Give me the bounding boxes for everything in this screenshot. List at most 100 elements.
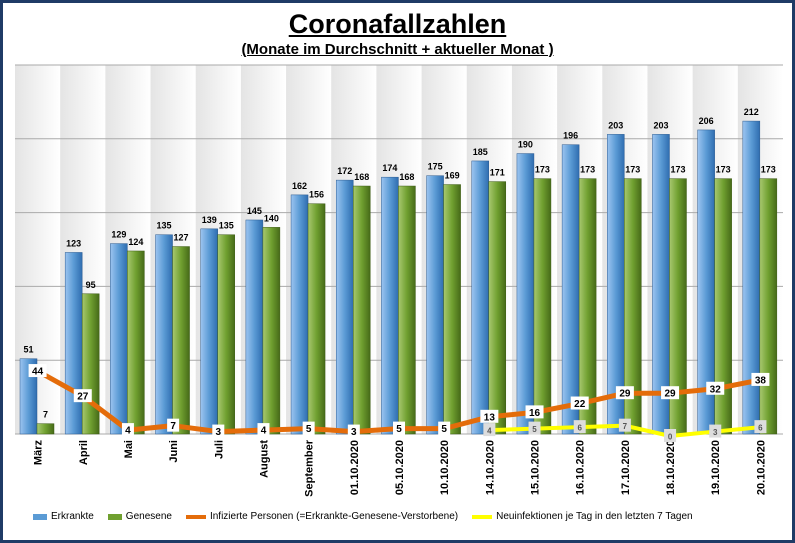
x-tick-label: März <box>33 440 45 466</box>
data-label: 135 <box>157 221 172 231</box>
bar-erkrankte <box>426 175 444 435</box>
bar-erkrankte <box>335 179 354 435</box>
bar-genesene <box>488 181 507 435</box>
data-label: 127 <box>174 233 189 243</box>
data-label-box <box>73 389 92 403</box>
data-label-box <box>528 421 541 435</box>
data-label-box <box>709 424 722 438</box>
data-label: 16 <box>529 408 541 419</box>
bar-genesene <box>352 185 371 435</box>
x-tick-label: Juli <box>213 440 225 459</box>
data-label: 169 <box>445 171 460 181</box>
data-label: 162 <box>292 181 307 191</box>
data-label: 29 <box>664 389 676 400</box>
data-label: 174 <box>382 163 397 173</box>
data-label: 7 <box>623 422 628 431</box>
x-tick-label: 19.10.2020 <box>710 440 722 495</box>
data-label-box <box>615 386 634 400</box>
data-label-box <box>302 421 315 435</box>
data-label: 29 <box>619 389 631 400</box>
x-tick-label: Mai <box>123 440 135 458</box>
data-label: 5 <box>441 424 447 435</box>
x-tick-label: 17.10.2020 <box>620 440 632 495</box>
chart-title: Coronafallzahlen <box>288 9 507 39</box>
legend-label: Neuinfektionen je Tag in den letzten 7 T… <box>496 511 693 522</box>
bar-erkrankte <box>155 234 173 435</box>
x-tick-label: August <box>258 440 270 478</box>
legend-label: Genesene <box>125 511 172 522</box>
data-label: 145 <box>247 206 262 216</box>
data-label: 135 <box>219 221 234 231</box>
data-label: 172 <box>337 166 352 176</box>
data-label: 139 <box>202 215 217 225</box>
bar-genesene <box>624 178 642 435</box>
data-label-box <box>167 418 180 432</box>
data-label: 0 <box>668 433 673 442</box>
data-label: 173 <box>535 165 550 175</box>
legend-label: Infizierte Personen (=Erkrankte-Genesene… <box>209 511 459 522</box>
data-label-box <box>664 429 677 442</box>
bar-genesene <box>262 227 281 435</box>
bar-genesene <box>443 184 461 435</box>
bar-erkrankte <box>200 228 218 435</box>
data-label-box <box>570 396 589 410</box>
data-label: 173 <box>670 165 685 175</box>
data-label: 32 <box>710 384 722 395</box>
x-tick-label: 16.10.2020 <box>575 440 587 495</box>
bar-erkrankte <box>110 243 128 435</box>
bar-genesene <box>714 178 732 435</box>
legend-swatch <box>33 513 47 520</box>
bar-genesene <box>398 185 416 435</box>
bar-genesene <box>217 234 235 435</box>
data-label: 7 <box>43 410 48 420</box>
data-label: 185 <box>473 147 488 157</box>
data-label: 123 <box>66 238 81 248</box>
legend-item-erkrankte: Erkrankte <box>33 511 94 522</box>
bar-genesene <box>307 203 326 435</box>
plot-area: 517März12395April129124Mai135127Juni1391… <box>15 64 783 497</box>
data-label-box <box>483 423 496 437</box>
data-label: 4 <box>125 426 131 437</box>
data-label-box <box>347 424 360 438</box>
bar-genesene <box>127 250 145 435</box>
data-label: 6 <box>577 424 582 433</box>
data-label: 171 <box>490 168 505 178</box>
data-label-box <box>28 364 47 378</box>
bar-genesene <box>759 178 778 435</box>
data-label: 38 <box>755 375 767 386</box>
bar-erkrankte <box>561 144 580 435</box>
data-label: 44 <box>32 367 44 378</box>
bar-erkrankte <box>471 160 490 435</box>
data-label: 5 <box>532 425 537 434</box>
x-tick-label: 10.10.2020 <box>439 440 451 495</box>
data-label-box <box>480 409 499 423</box>
x-tick-label: 15.10.2020 <box>530 440 542 495</box>
legend-swatch <box>185 514 206 519</box>
data-label: 13 <box>484 412 496 423</box>
data-label: 173 <box>625 165 640 175</box>
data-label-box <box>525 405 544 419</box>
data-label: 124 <box>128 237 143 247</box>
bar-erkrankte <box>742 120 761 435</box>
bar-erkrankte <box>64 252 83 435</box>
bar-genesene <box>36 423 55 435</box>
data-label-box <box>212 424 225 438</box>
data-label: 5 <box>396 424 402 435</box>
data-label: 156 <box>309 190 324 200</box>
bar-genesene <box>578 178 597 435</box>
legend-label: Erkrankte <box>51 511 94 522</box>
x-tick-label: 14.10.2020 <box>484 440 496 495</box>
data-label: 168 <box>354 172 369 182</box>
bar-genesene <box>81 293 100 435</box>
data-label: 129 <box>111 230 126 240</box>
x-tick-label: Juni <box>168 440 180 463</box>
data-label: 173 <box>580 165 595 175</box>
data-label: 196 <box>563 131 578 141</box>
data-label: 140 <box>264 213 279 223</box>
bar-erkrankte <box>19 358 38 435</box>
data-label-box <box>573 420 586 434</box>
data-label-box <box>257 423 270 437</box>
data-label-box <box>393 421 405 435</box>
data-label: 6 <box>758 424 763 433</box>
